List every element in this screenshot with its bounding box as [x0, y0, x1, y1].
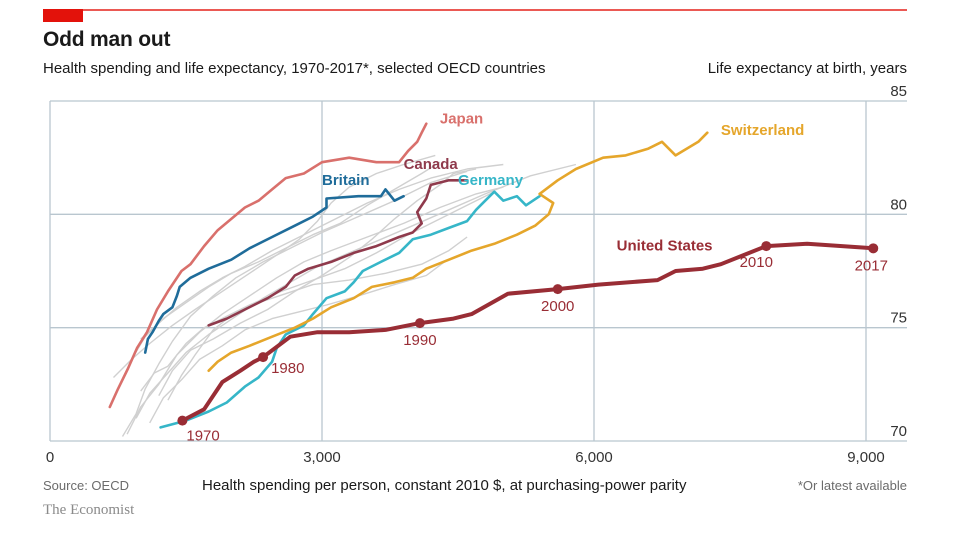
other-country-line — [135, 163, 577, 419]
label-switzerland: Switzerland — [721, 122, 804, 139]
y-tick-label: 80 — [890, 196, 907, 213]
x-tick-label: 9,000 — [847, 449, 885, 466]
other-country-line — [149, 261, 445, 424]
brand-red-block — [43, 9, 83, 22]
other-country-line — [167, 236, 468, 401]
line-switzerland — [207, 131, 709, 373]
brand-logo: The Economist — [43, 502, 135, 518]
year-label-2010: 2010 — [740, 254, 773, 271]
axis-ticks: 70 75 80 85 0 3,000 6,000 9,000 — [46, 83, 907, 466]
y-tick-label: 75 — [890, 310, 907, 327]
year-marker-1980 — [258, 352, 269, 363]
grid — [49, 100, 907, 442]
chart-subtitle: Health spending and life expectancy, 197… — [43, 60, 546, 77]
chart-title: Odd man out — [43, 28, 171, 51]
other-country-line — [140, 191, 495, 392]
highlighted-country-lines — [108, 122, 879, 429]
year-label-2000: 2000 — [541, 298, 574, 315]
y-tick-label: 85 — [890, 83, 907, 100]
year-marker-1970 — [177, 415, 188, 426]
other-country-line — [126, 186, 504, 435]
footnote: *Or latest available — [797, 478, 907, 493]
other-country-line — [121, 170, 468, 437]
x-tick-label: 0 — [46, 449, 54, 466]
y-tick-label: 70 — [890, 423, 907, 440]
year-marker-2000 — [552, 284, 563, 295]
line-japan — [108, 122, 428, 409]
year-label-1980: 1980 — [271, 360, 304, 377]
x-tick-label: 3,000 — [303, 449, 341, 466]
label-germany: Germany — [458, 172, 524, 189]
label-britain: Britain — [322, 172, 370, 189]
line-united-states — [180, 241, 876, 423]
x-axis-title: Health spending per person, constant 201… — [202, 477, 687, 494]
x-tick-label: 6,000 — [575, 449, 613, 466]
top-rule — [43, 9, 907, 11]
line-germany — [159, 190, 541, 429]
other-country-line — [158, 168, 477, 397]
source-note: Source: OECD — [43, 478, 129, 493]
year-label-1970: 1970 — [186, 428, 219, 445]
year-marker-1990 — [414, 318, 425, 329]
other-countries-lines — [113, 154, 577, 437]
label-japan: Japan — [440, 111, 483, 128]
year-label-1990: 1990 — [403, 332, 436, 349]
other-country-line — [140, 163, 504, 340]
year-marker-2017 — [868, 243, 879, 254]
y-axis-title: Life expectancy at birth, years — [707, 60, 907, 77]
year-marker-2010 — [761, 241, 772, 252]
line-britain — [143, 188, 405, 354]
line-canada — [207, 179, 469, 327]
year-label-2017: 2017 — [855, 257, 888, 274]
label-canada: Canada — [404, 156, 459, 173]
label-united-states: United States — [617, 238, 713, 255]
